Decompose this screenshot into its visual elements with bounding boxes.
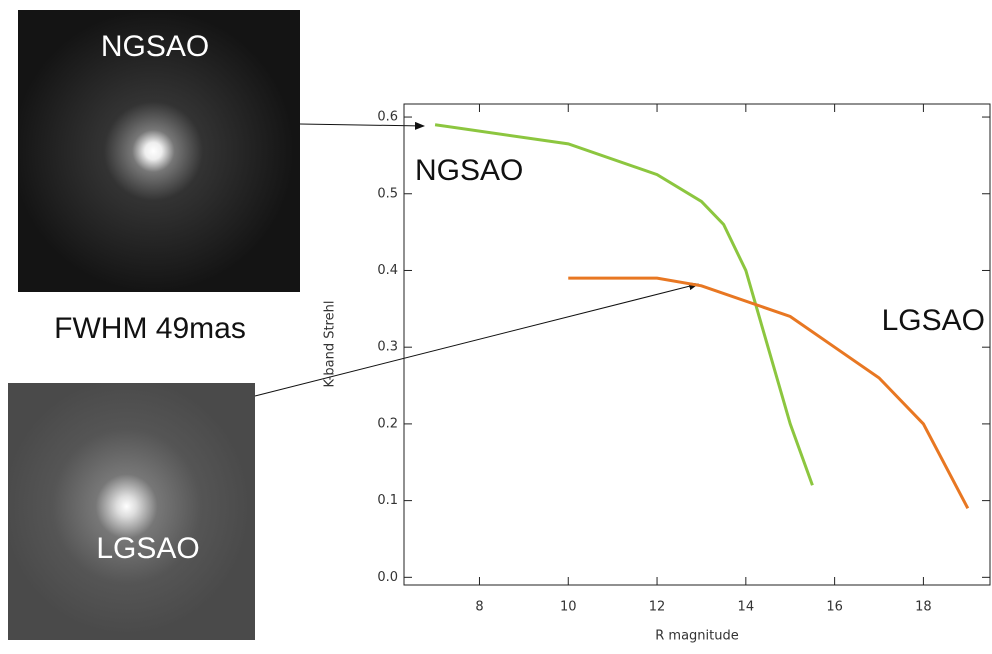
x-tick-label: 14 [738, 600, 755, 615]
y-tick-label: 0.3 [377, 340, 398, 355]
x-tick-label: 10 [560, 600, 577, 615]
figure: NGSAO FWHM 49mas LGSAO K-band Strehl R m… [0, 0, 992, 654]
y-tick-label: 0.2 [377, 416, 398, 431]
arrow [255, 284, 698, 396]
y-tick-label: 0.6 [377, 110, 398, 125]
lgsao-image [8, 383, 255, 640]
x-tick-label: 18 [915, 600, 932, 615]
series-label: NGSAO [415, 154, 523, 187]
y-tick-label: 0.1 [377, 493, 398, 508]
caption: FWHM 49mas [54, 312, 246, 345]
image-label: LGSAO [96, 532, 199, 565]
y-tick-label: 0.5 [377, 186, 398, 201]
image-label: NGSAO [101, 30, 209, 63]
x-tick-label: 8 [475, 600, 483, 615]
y-axis-label: K-band Strehl [323, 301, 338, 388]
y-tick-label: 0.4 [377, 263, 398, 278]
x-tick-label: 16 [826, 600, 843, 615]
x-tick-label: 12 [649, 600, 666, 615]
x-axis-label: R magnitude [655, 629, 738, 644]
y-tick-label: 0.0 [377, 570, 398, 585]
series-label: LGSAO [882, 304, 985, 337]
arrow [300, 124, 424, 126]
